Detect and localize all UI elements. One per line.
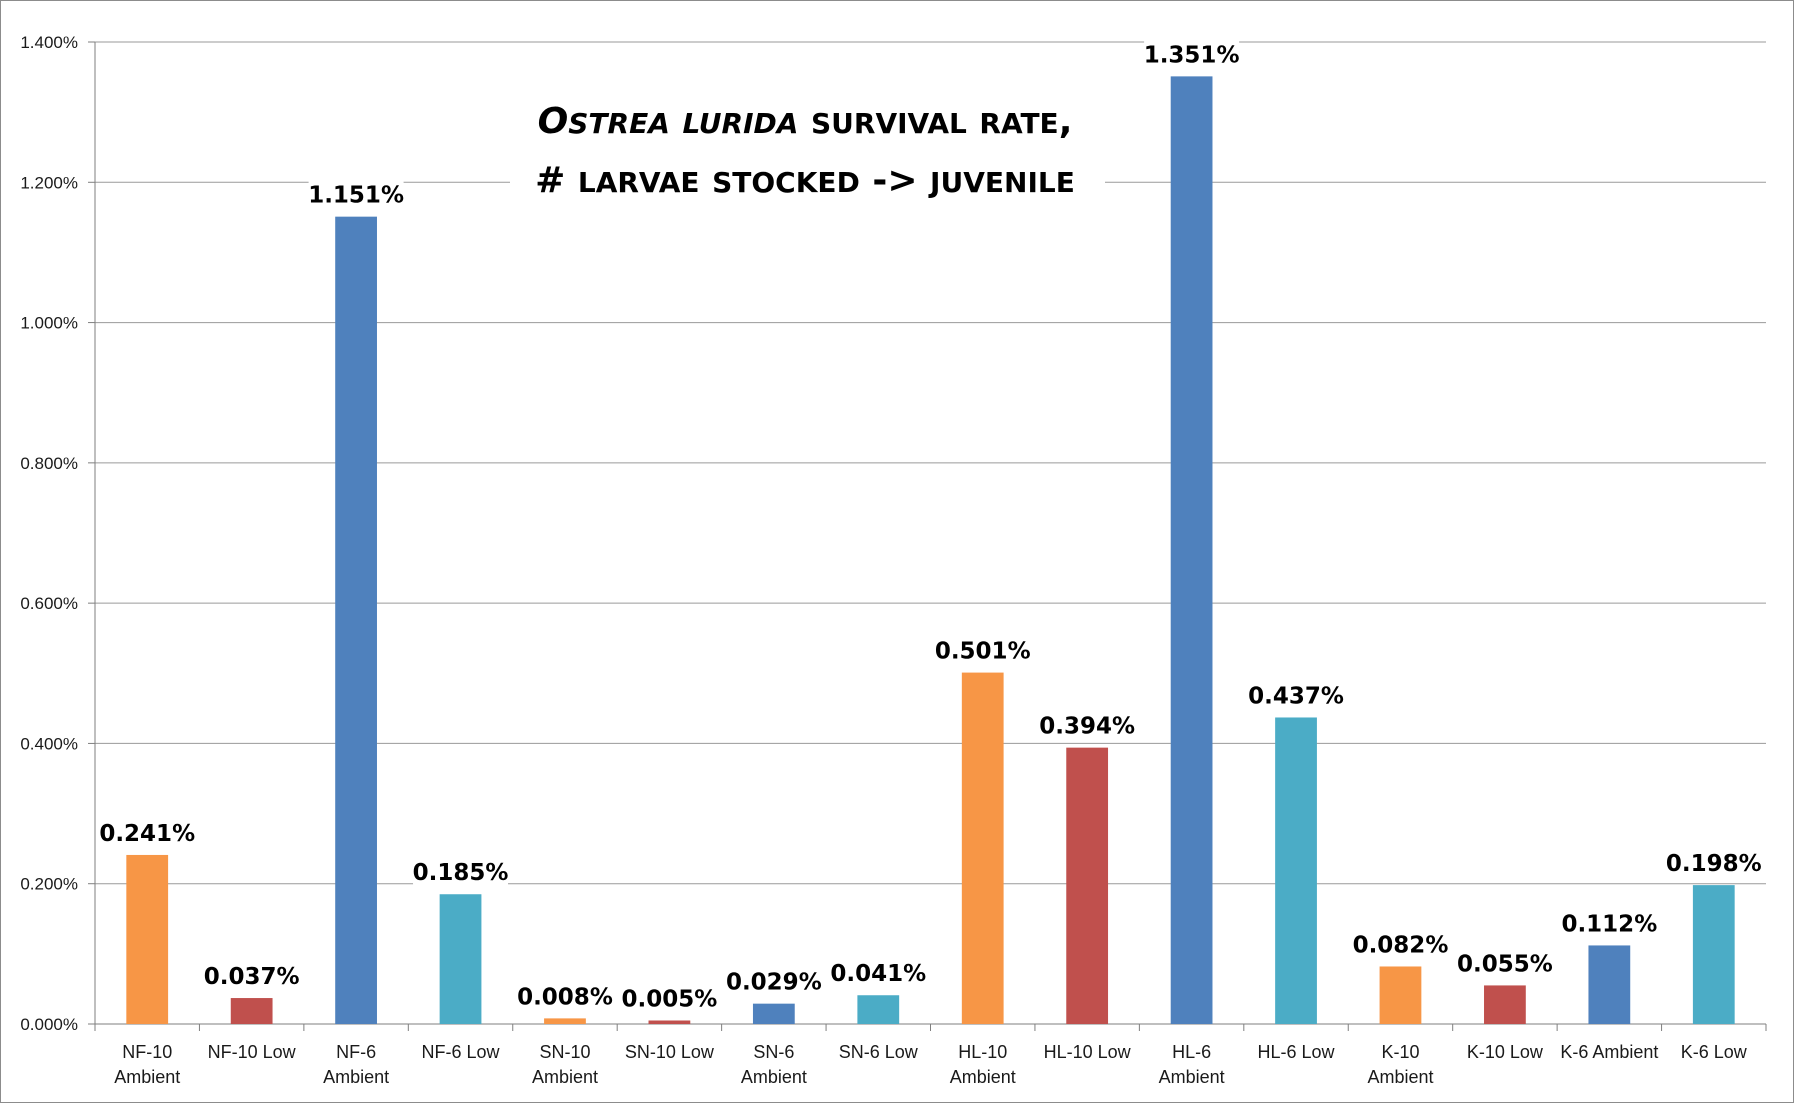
x-category-label: HL-10 bbox=[958, 1042, 1007, 1062]
y-tick-label: 1.200% bbox=[20, 173, 78, 192]
x-category-label: SN-6 Low bbox=[839, 1042, 919, 1062]
y-tick-label: 0.200% bbox=[20, 875, 78, 894]
x-category-label: Ambient bbox=[1159, 1067, 1225, 1087]
bar bbox=[230, 998, 273, 1024]
data-label-background bbox=[935, 636, 1031, 667]
x-category-label: K-10 Low bbox=[1467, 1042, 1544, 1062]
x-category-label: K-10 bbox=[1381, 1042, 1419, 1062]
x-category-label: NF-10 Low bbox=[208, 1042, 297, 1062]
bars bbox=[126, 76, 1735, 1025]
data-label: 0.041% bbox=[830, 961, 926, 987]
x-category-label: HL-10 Low bbox=[1044, 1042, 1132, 1062]
data-label-background bbox=[830, 959, 926, 990]
y-tick-label: 1.400% bbox=[20, 33, 78, 52]
bar bbox=[1484, 985, 1526, 1024]
data-label-background bbox=[517, 982, 613, 1013]
x-category-label: Ambient bbox=[323, 1067, 389, 1087]
data-label-background bbox=[621, 984, 717, 1015]
data-label-background bbox=[1666, 849, 1762, 880]
x-category-label: SN-10 bbox=[539, 1042, 590, 1062]
bar bbox=[1692, 885, 1735, 1024]
bar bbox=[648, 1020, 691, 1024]
bar bbox=[544, 1018, 586, 1024]
y-tick-label: 0.400% bbox=[20, 734, 78, 753]
x-category-label: NF-10 bbox=[122, 1042, 172, 1062]
bar bbox=[961, 672, 1004, 1024]
data-label: 0.501% bbox=[935, 639, 1031, 665]
data-label: 0.185% bbox=[413, 860, 509, 886]
x-category-label: NF-6 bbox=[336, 1042, 376, 1062]
data-label: 1.151% bbox=[308, 183, 404, 209]
x-category-label: SN-10 Low bbox=[625, 1042, 715, 1062]
bar bbox=[1170, 76, 1213, 1025]
x-category-label: NF-6 Low bbox=[422, 1042, 501, 1062]
data-label: 0.055% bbox=[1457, 951, 1553, 977]
title-background bbox=[510, 88, 1105, 208]
chart-title-line-1: OSTREA LURIDA SURVIVAL RATE, bbox=[538, 101, 1073, 142]
data-label-background bbox=[204, 962, 300, 993]
x-category-label: Ambient bbox=[114, 1067, 180, 1087]
data-label-background bbox=[308, 180, 404, 211]
bar bbox=[1066, 747, 1109, 1024]
data-label-background bbox=[1039, 711, 1135, 742]
bar bbox=[439, 894, 482, 1024]
y-axis-ticks: 0.000% 0.200% 0.400% 0.600% 0.800% 1.000% 1.20… bbox=[20, 33, 78, 1034]
bar bbox=[1275, 717, 1317, 1024]
x-category-label: Ambient bbox=[950, 1067, 1016, 1087]
y-tick-label: 0.600% bbox=[20, 594, 78, 613]
chart-title-line-2: # LARVAE STOCKED -> JUVENILE bbox=[535, 160, 1075, 201]
data-label: 0.112% bbox=[1561, 911, 1657, 937]
bar bbox=[335, 216, 377, 1025]
bar bbox=[1588, 945, 1631, 1024]
x-category-label: Ambient bbox=[532, 1067, 598, 1087]
x-category-label: HL-6 Low bbox=[1258, 1042, 1336, 1062]
y-tick-label: 0.800% bbox=[20, 454, 78, 473]
data-label: 0.241% bbox=[99, 821, 195, 847]
data-label: 0.198% bbox=[1666, 851, 1762, 877]
data-label: 0.082% bbox=[1353, 932, 1449, 958]
x-category-label: SN-6 bbox=[753, 1042, 794, 1062]
data-label: 1.351% bbox=[1144, 42, 1240, 68]
x-category-label: K-6 Low bbox=[1681, 1042, 1748, 1062]
data-label: 0.037% bbox=[204, 964, 300, 990]
data-label: 0.008% bbox=[517, 984, 613, 1010]
y-tick-label: 1.000% bbox=[20, 314, 78, 333]
x-category-label: Ambient bbox=[1367, 1067, 1433, 1087]
data-label-background bbox=[99, 818, 195, 849]
data-label: 0.394% bbox=[1039, 714, 1135, 740]
x-axis-categories: NF-10 Ambient NF-10 Low NF-6 Ambient NF-6 Low… bbox=[114, 1042, 1748, 1087]
data-label: 0.437% bbox=[1248, 683, 1344, 709]
bar bbox=[857, 995, 900, 1024]
bar bbox=[126, 854, 169, 1024]
bar bbox=[752, 1003, 795, 1024]
data-label-background bbox=[1561, 909, 1657, 940]
chart-title: OSTREA LURIDA SURVIVAL RATE, # LARVAE ST… bbox=[510, 88, 1105, 208]
x-category-label: K-6 Ambient bbox=[1560, 1042, 1658, 1062]
data-label-background bbox=[1144, 40, 1240, 71]
x-category-label: Ambient bbox=[741, 1067, 807, 1087]
bar bbox=[1379, 966, 1422, 1024]
data-labels: 0.241% 0.037% 1.151% 0.185% 0.008% 0.005% 0.02… bbox=[99, 40, 1762, 1015]
data-label: 0.029% bbox=[726, 970, 822, 996]
y-tick-label: 0.000% bbox=[20, 1015, 78, 1034]
data-label-background bbox=[413, 858, 509, 889]
data-label-background bbox=[726, 967, 822, 998]
data-label-background bbox=[1457, 949, 1553, 980]
data-label-background bbox=[1248, 681, 1344, 712]
x-category-label: HL-6 bbox=[1172, 1042, 1211, 1062]
data-label: 0.005% bbox=[622, 986, 718, 1012]
data-label-background bbox=[1352, 930, 1448, 961]
